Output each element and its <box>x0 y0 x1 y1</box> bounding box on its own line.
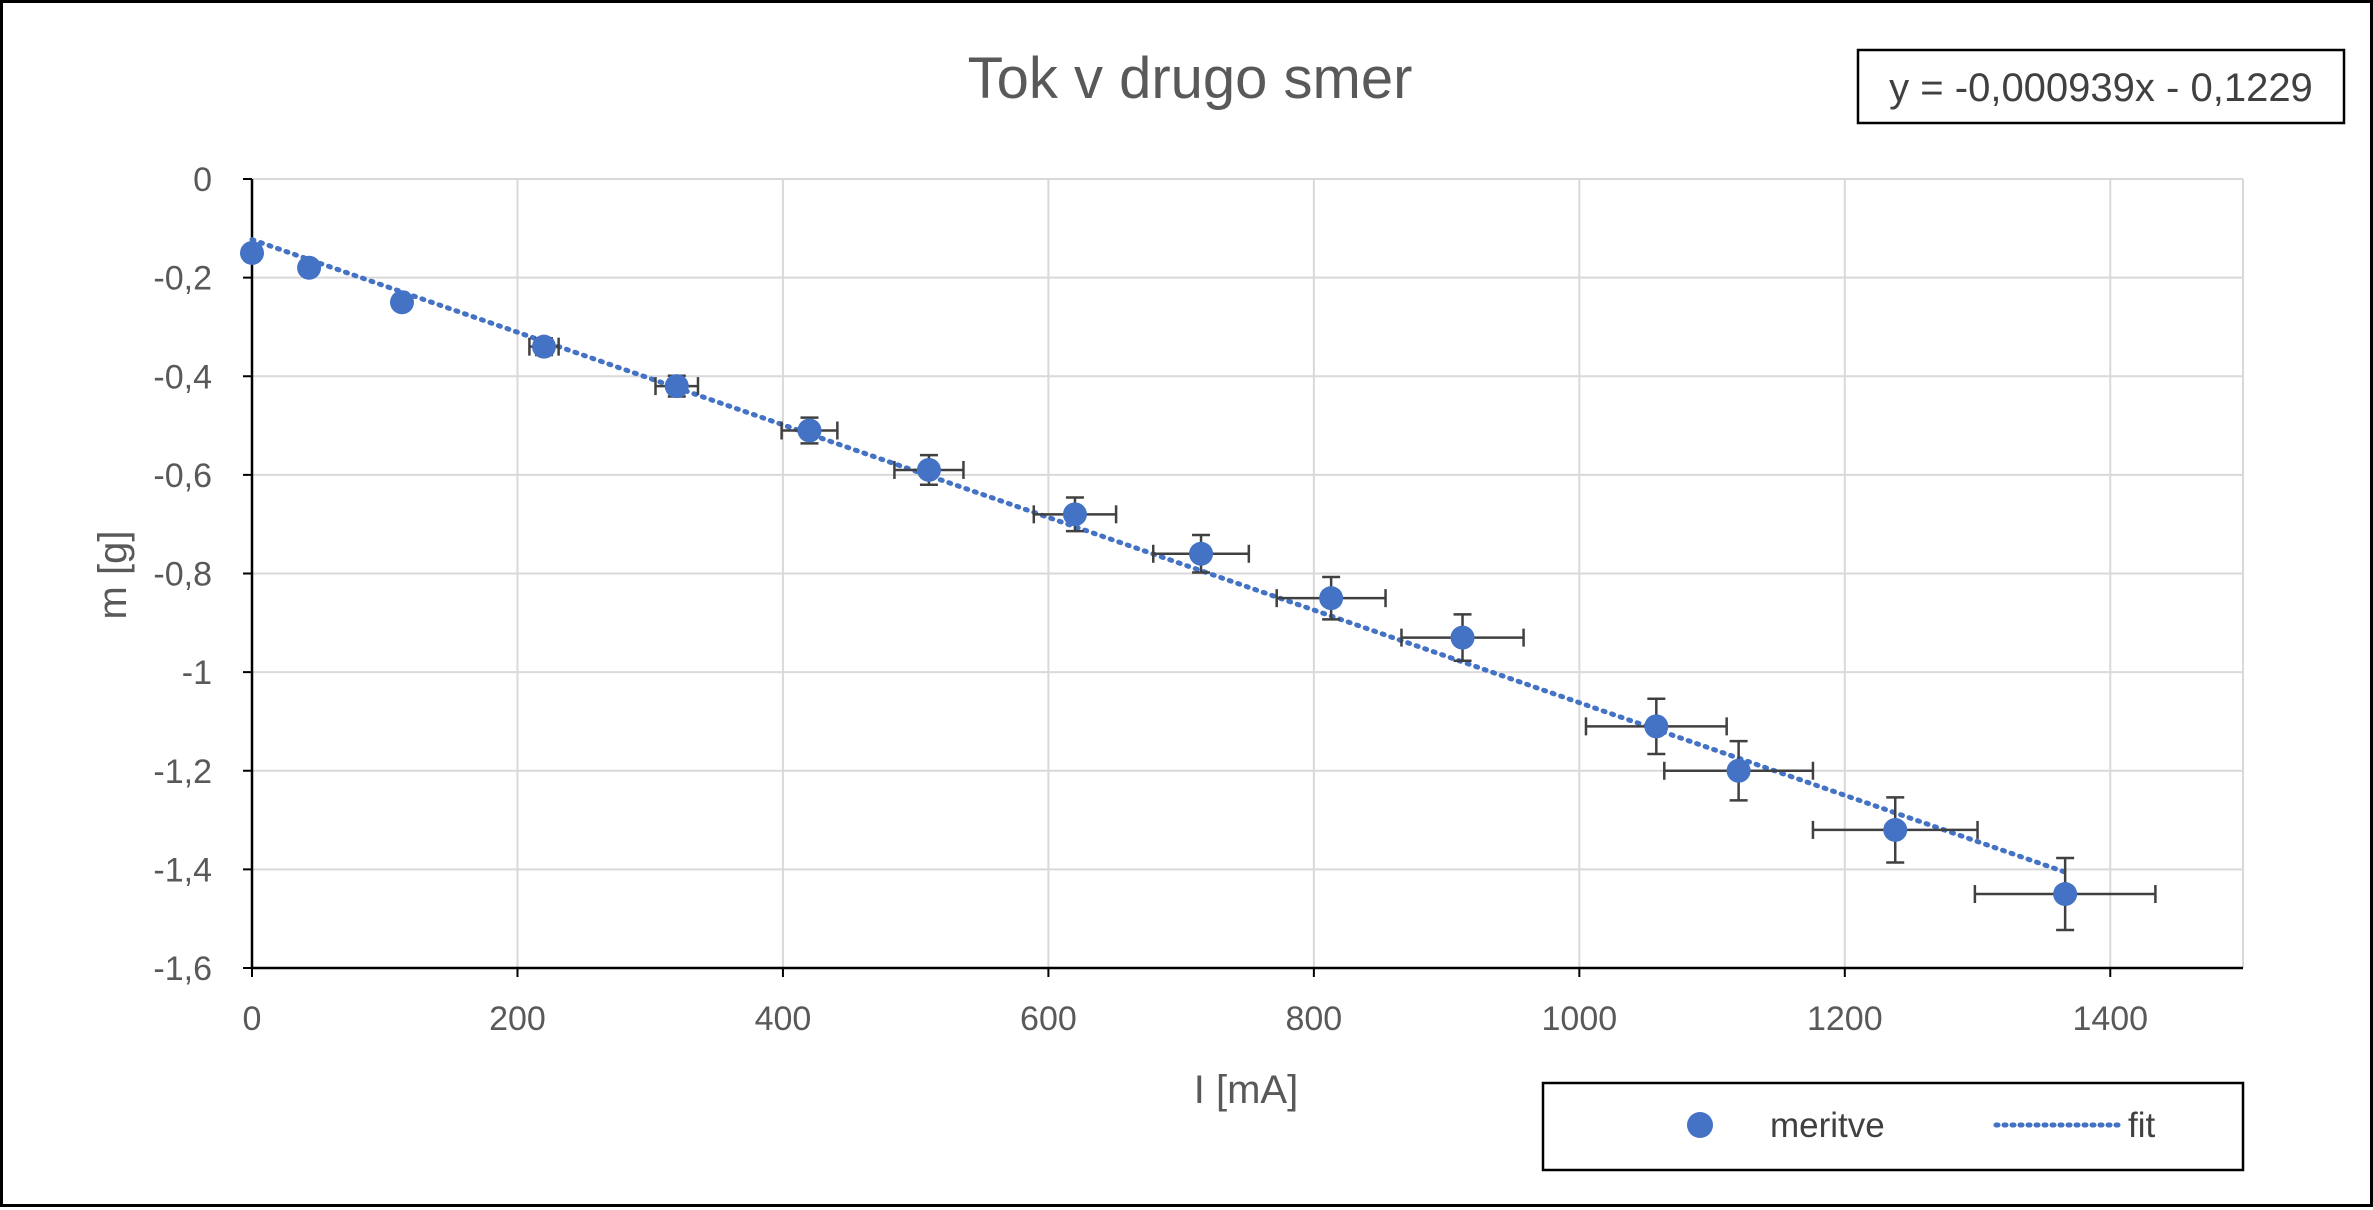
y-tick-label: -1,6 <box>153 950 212 988</box>
data-point <box>240 240 264 265</box>
data-point <box>2053 882 2078 907</box>
y-tick-label: 0 <box>193 161 212 199</box>
y-tick-labels: 0 -0,2 -0,4 -0,6 -0,8 -1 -1,2 -1,4 -1,6 <box>153 161 212 988</box>
legend-box <box>1541 1081 2245 1172</box>
data-point <box>1726 758 1751 783</box>
data-points <box>240 240 2078 907</box>
x-tick-label: 600 <box>1020 1000 1077 1038</box>
fit-line <box>249 237 2068 875</box>
trendline-equation: y = -0,000939x - 0,1229 <box>1889 66 2313 110</box>
x-tick-labels: 0 200 400 600 800 1000 1200 1400 <box>243 1000 2149 1038</box>
y-tick-label: -1 <box>182 654 212 692</box>
grid-lines <box>252 178 2244 968</box>
x-tick-label: 800 <box>1285 1000 1342 1038</box>
y-tick-label: -0,8 <box>153 556 212 594</box>
y-tick-label: -0,2 <box>153 260 212 298</box>
axes <box>243 178 2243 977</box>
data-point <box>1319 586 1344 611</box>
legend: meritve fit <box>1541 1081 2245 1172</box>
y-tick-label: -0,4 <box>153 358 212 396</box>
x-axis-title: I [mA] <box>1194 1068 1298 1112</box>
data-point <box>916 457 941 482</box>
equation-box <box>1856 48 2346 125</box>
error-bars <box>528 337 2157 932</box>
y-axis-title: m [g] <box>91 531 135 620</box>
y-tick-label: -1,2 <box>153 753 212 791</box>
x-tick-label: 1000 <box>1542 1000 1618 1038</box>
data-point <box>797 418 822 443</box>
data-point <box>297 255 322 280</box>
data-point <box>1644 714 1669 739</box>
x-tick-label: 200 <box>489 1000 546 1038</box>
data-point <box>1883 817 1908 842</box>
y-tick-label: -1,4 <box>153 851 212 889</box>
data-point <box>532 334 557 359</box>
scatter-chart: 0 -0,2 -0,4 -0,6 -0,8 -1 -1,2 -1,4 -1,6 0 200 400 6… <box>91 46 2346 1172</box>
x-tick-label: 400 <box>755 1000 812 1038</box>
data-point <box>664 374 689 399</box>
y-tick-label: -0,6 <box>153 457 212 495</box>
fit-line-layer <box>249 237 2068 875</box>
data-point <box>1450 625 1475 650</box>
x-tick-label: 0 <box>243 1000 262 1038</box>
legend-marker-meritve <box>1687 1112 1713 1138</box>
legend-label-fit: fit <box>2128 1106 2156 1145</box>
legend-label-meritve: meritve <box>1770 1106 1885 1145</box>
chart-title: Tok v drugo smer <box>968 46 1413 111</box>
x-tick-label: 1400 <box>2072 1000 2148 1038</box>
data-point <box>1189 541 1214 566</box>
data-point <box>1062 502 1087 527</box>
data-point <box>389 290 414 315</box>
x-tick-label: 1200 <box>1807 1000 1883 1038</box>
